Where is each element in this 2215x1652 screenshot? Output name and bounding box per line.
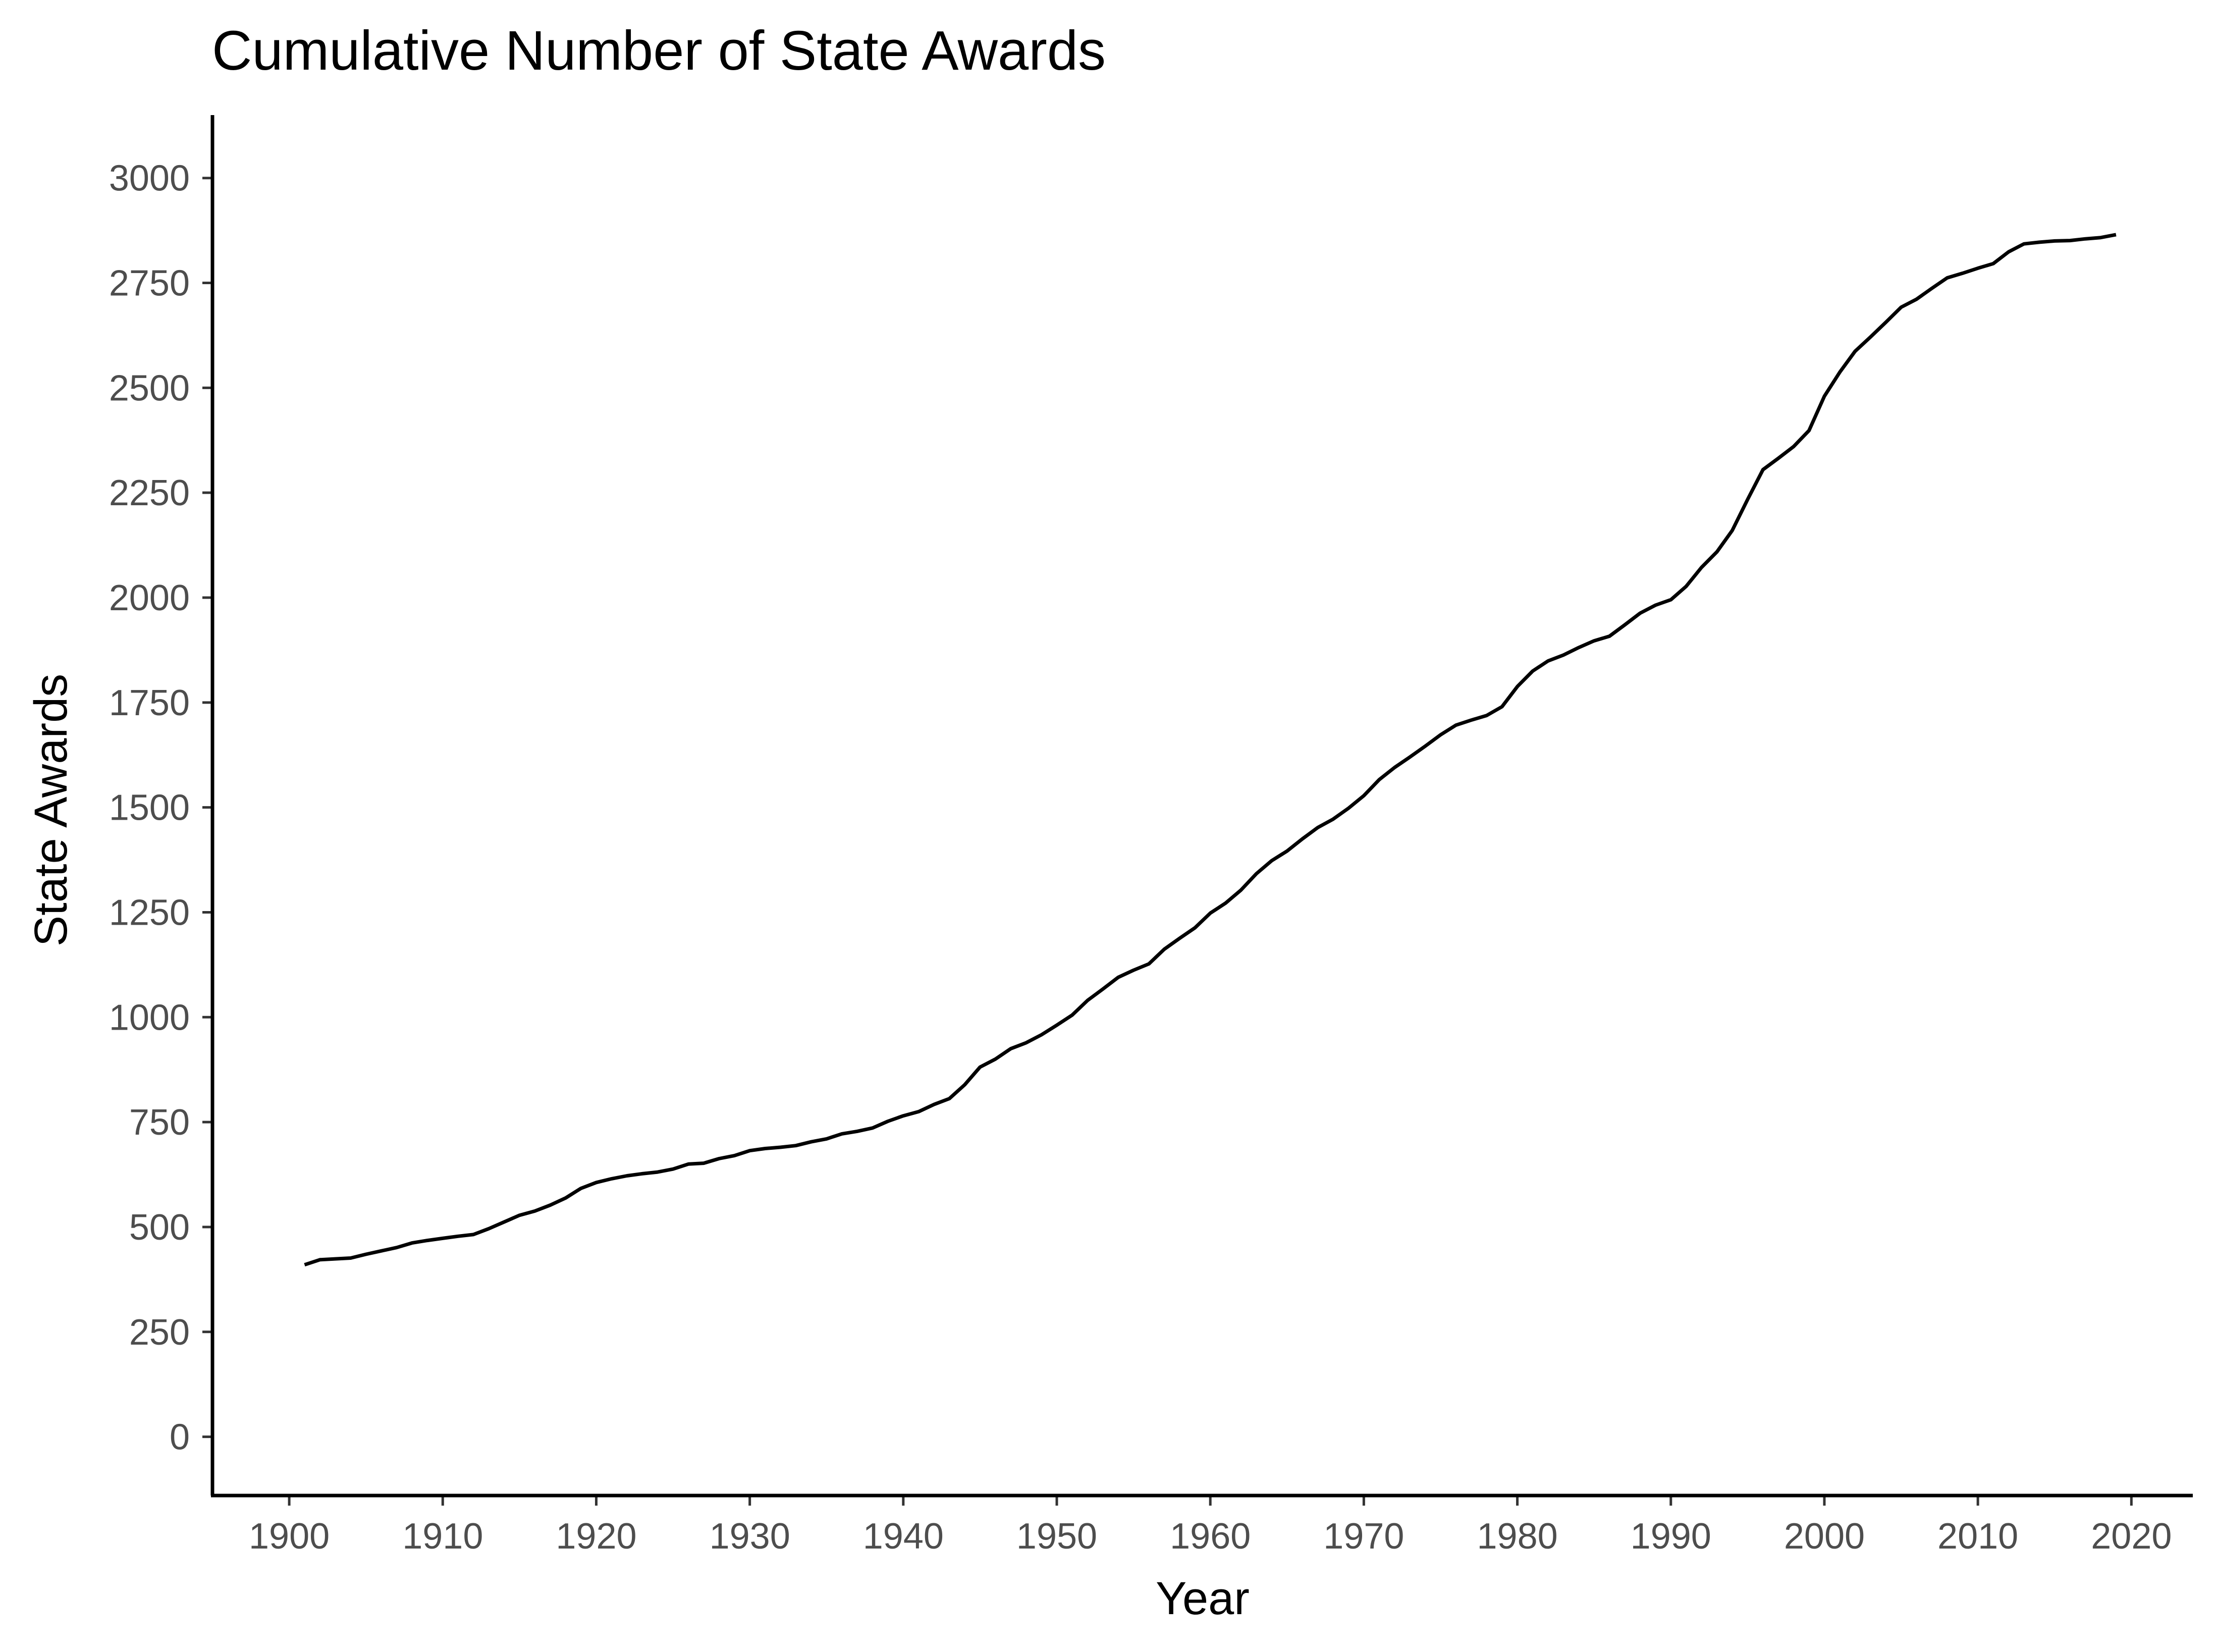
chart-title: Cumulative Number of State Awards [212,20,1106,82]
series-line [304,233,2117,1267]
y-tick-label: 1500 [109,788,190,828]
y-tick-label: 3000 [109,158,190,199]
x-tick-label: 1950 [1016,1516,1097,1557]
x-tick-label: 2000 [1784,1516,1865,1557]
x-tick-label: 1990 [1631,1516,1711,1557]
x-tick-label: 1940 [863,1516,944,1557]
x-tick-label: 1980 [1477,1516,1557,1557]
y-tick-label: 0 [170,1417,190,1458]
y-tick-label: 1250 [109,892,190,933]
x-tick-label: 1960 [1170,1516,1251,1557]
y-tick-label: 750 [129,1102,190,1143]
y-tick-label: 250 [129,1312,190,1353]
x-axis-title: Year [1156,1573,1250,1624]
y-tick-label: 2750 [109,263,190,304]
y-tick-label: 2500 [109,368,190,408]
y-tick-label: 1750 [109,683,190,723]
y-axis: 0 250 500 750 1000 1250 1500 1750 2000 2250 2500 27… [109,158,212,1458]
y-tick-label: 2000 [109,578,190,618]
y-tick-label: 1000 [109,997,190,1038]
x-tick-label: 2010 [1937,1516,2018,1557]
y-tick-label: 500 [129,1207,190,1248]
x-tick-label: 1970 [1323,1516,1404,1557]
x-tick-label: 1930 [710,1516,790,1557]
x-tick-label: 2020 [2091,1516,2172,1557]
y-axis-title: State Awards [25,674,77,946]
x-tick-label: 1920 [556,1516,636,1557]
x-tick-label: 1900 [249,1516,330,1557]
x-axis: 1900 1910 1920 1930 1940 1950 1960 1970 1980 1990… [249,1496,2172,1557]
x-tick-label: 1910 [402,1516,483,1557]
y-tick-label: 2250 [109,473,190,513]
series-group [304,233,2117,1267]
